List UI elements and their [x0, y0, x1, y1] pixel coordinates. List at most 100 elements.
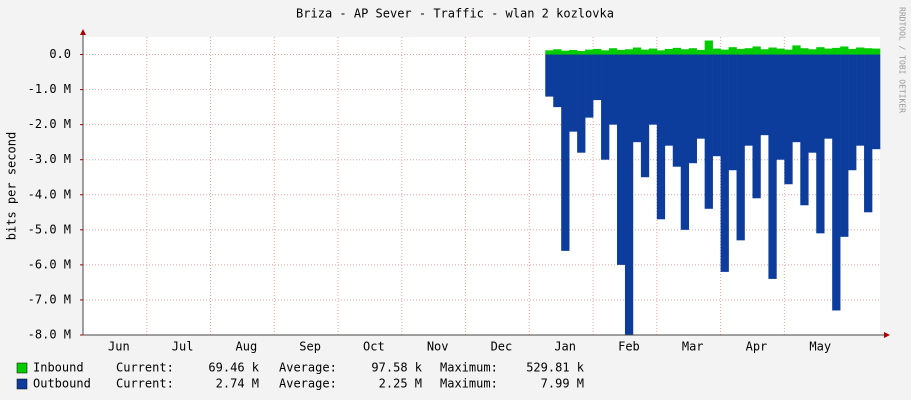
legend-stat-value: 7.99 M — [541, 377, 584, 391]
legend-stat-label: Average: — [279, 361, 337, 375]
area-slice — [577, 54, 586, 153]
area-slice — [624, 54, 634, 335]
area-slice — [569, 54, 578, 132]
area-slice — [760, 49, 769, 55]
area-slice — [808, 49, 817, 55]
area-slice — [672, 54, 682, 167]
legend-stat-value: 2.25 M — [379, 377, 422, 391]
area-slice — [640, 54, 650, 178]
y-tick-label: -1.0 M — [28, 82, 71, 96]
x-tick-label: Jul — [172, 340, 194, 354]
area-slice — [569, 49, 578, 55]
area-slice — [816, 54, 825, 234]
area-slice — [664, 54, 674, 146]
area-slice — [664, 48, 674, 55]
area-slice — [704, 54, 713, 209]
area-slice — [656, 54, 666, 220]
area-slice — [601, 54, 610, 160]
area-slice — [648, 54, 658, 125]
area-slice — [856, 47, 865, 55]
area-slice — [800, 48, 809, 55]
area-slice — [632, 54, 642, 143]
legend-swatch — [16, 378, 28, 390]
area-slice — [872, 48, 881, 55]
area-slice — [609, 54, 618, 125]
area-slice — [864, 48, 873, 55]
area-slice — [776, 54, 785, 160]
area-slice — [553, 54, 562, 108]
area-slice — [585, 54, 594, 118]
legend-stat-label: Maximum: — [440, 377, 498, 391]
x-tick-label: Oct — [363, 340, 385, 354]
area-slice — [760, 54, 769, 136]
area-slice — [545, 54, 554, 97]
legend-stat-label: Current: — [116, 377, 174, 391]
area-slice — [624, 49, 634, 55]
area-slice — [824, 48, 833, 55]
area-slice — [808, 54, 817, 153]
area-slice — [856, 54, 865, 146]
area-slice — [680, 49, 690, 55]
area-slice — [776, 48, 785, 55]
legend-stat-label: Current: — [116, 361, 174, 375]
area-slice — [616, 54, 626, 265]
x-tick-label: Dec — [491, 340, 513, 354]
y-tick-label: -2.0 M — [28, 117, 71, 131]
legend-swatch — [16, 362, 28, 374]
x-tick-label: Mar — [682, 340, 704, 354]
area-slice — [848, 48, 857, 55]
y-axis-label: bits per second — [5, 132, 19, 240]
y-tick-label: 0.0 — [49, 47, 71, 61]
x-axis-arrow — [884, 332, 890, 338]
area-slice — [640, 49, 650, 55]
area-slice — [848, 54, 857, 171]
area-slice — [545, 50, 554, 55]
x-tick-label: Nov — [427, 340, 449, 354]
x-tick-label: Aug — [236, 340, 258, 354]
area-slice — [561, 50, 570, 55]
area-slice — [840, 46, 849, 55]
legend-stat-value: 2.74 M — [216, 377, 259, 391]
y-tick-label: -3.0 M — [28, 152, 71, 166]
legend: Inbound Current: 69.46 k Average: 97.58 k Max… — [16, 361, 585, 391]
legend-stat-label: Average: — [279, 377, 337, 391]
legend-stat-value: 97.58 k — [371, 361, 422, 375]
area-slice — [784, 54, 793, 185]
area-slice — [736, 48, 745, 55]
area-slice — [609, 48, 618, 55]
area-slice — [792, 45, 801, 55]
area-slice — [872, 54, 881, 150]
area-slice — [736, 54, 745, 241]
area-slice — [632, 47, 642, 55]
legend-label: Inbound — [33, 361, 84, 375]
area-slice — [585, 49, 594, 55]
area-slice — [792, 54, 801, 143]
area-slice — [720, 49, 729, 55]
area-slice — [648, 48, 658, 55]
axes — [80, 29, 890, 338]
x-tick-label: Jun — [108, 340, 130, 354]
area-slice — [688, 54, 697, 164]
area-slice — [840, 54, 849, 237]
legend-label: Outbound — [33, 377, 91, 391]
area-slice — [577, 51, 586, 55]
area-slice — [672, 47, 682, 55]
area-slice — [593, 54, 602, 101]
x-tick-label: May — [809, 340, 831, 354]
grid: 0.0 -1.0 M -2.0 M -3.0 M -4.0 M -5.0 M -6.0 M -… — [28, 37, 880, 354]
area-slice — [680, 54, 690, 230]
area-slice — [712, 48, 721, 55]
side-credit: RRDTOOL / TOBI OETIKER — [898, 7, 907, 113]
area-slice — [656, 50, 666, 55]
area-slice — [784, 49, 793, 55]
area-slice — [752, 54, 761, 199]
area-slice — [728, 47, 737, 55]
legend-stat-value: 529.81 k — [526, 361, 585, 375]
y-tick-label: -7.0 M — [28, 292, 71, 306]
area-slice — [816, 47, 825, 55]
area-slice — [553, 49, 562, 55]
area-slice — [696, 54, 705, 139]
area-slice — [752, 46, 761, 55]
